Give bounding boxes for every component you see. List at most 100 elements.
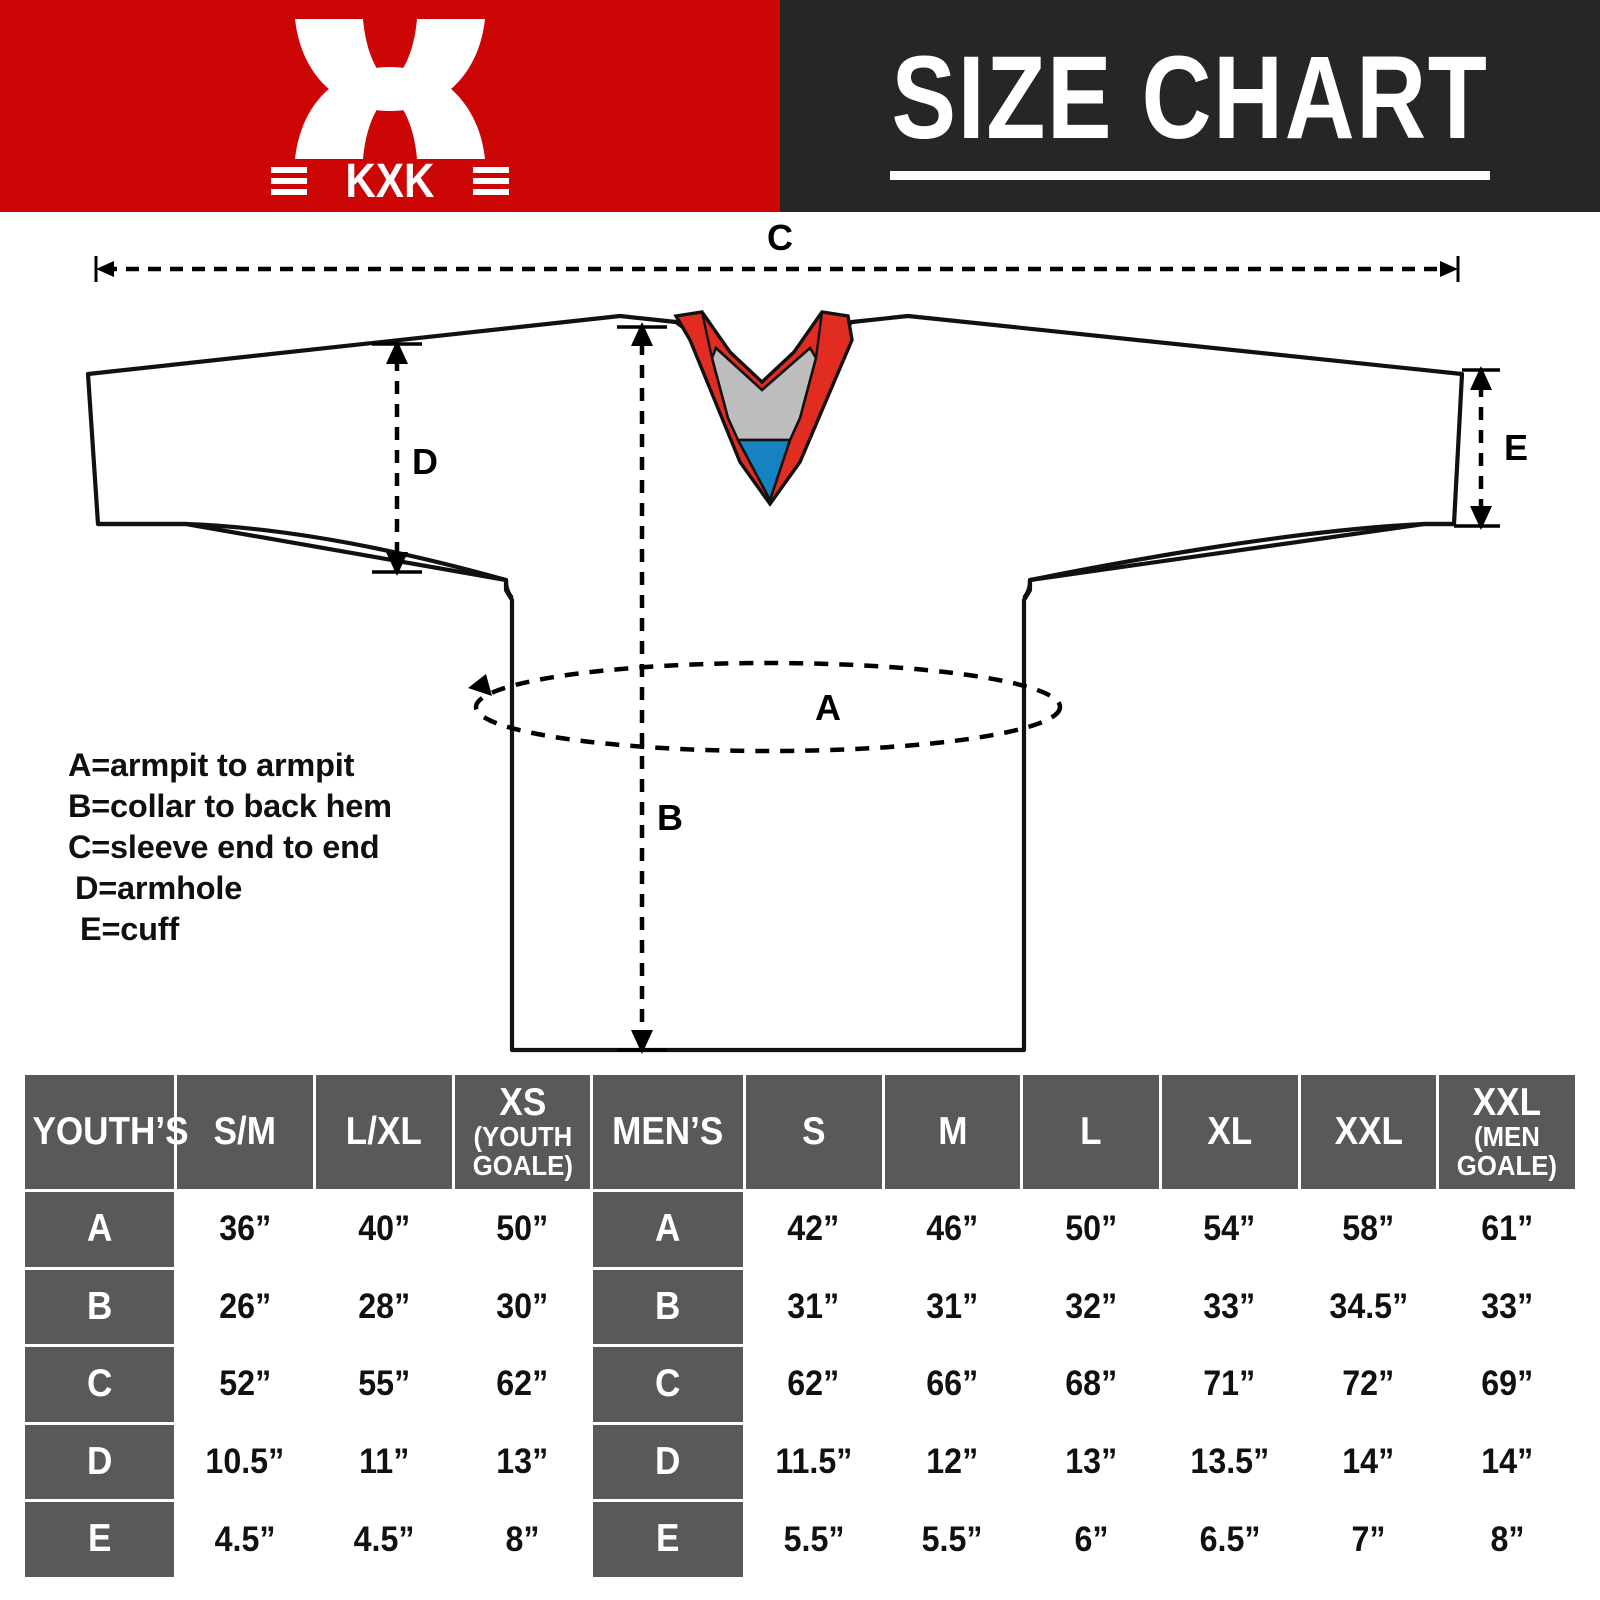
cell-mens-A-4: 58” — [1300, 1191, 1437, 1267]
cell-value: 4.5” — [214, 1519, 276, 1559]
cell-mens-E-5: 8” — [1439, 1502, 1575, 1577]
size-table-wrapper: YOUTH’S S/M L/XL XS (YOUTH GOALE) MEN’S S M L XL XX… — [22, 1072, 1578, 1580]
legend-line-d: D=armhole — [75, 870, 243, 907]
cell-mens-A-0: 42” — [745, 1191, 882, 1267]
cell-value: 4.5” — [353, 1519, 415, 1559]
cell-youth-D-1: 11” — [316, 1424, 452, 1500]
cell-text: E — [87, 1517, 112, 1561]
cell-youth-C-1: 55” — [316, 1347, 452, 1422]
left-side-seam — [503, 579, 514, 600]
legend-line-e: E=cuff — [80, 911, 180, 948]
cell-youth-E-0: 4.5” — [177, 1502, 314, 1577]
cell-value: 62” — [496, 1364, 549, 1404]
column-label: S/M — [214, 1109, 277, 1153]
cell-text: A — [655, 1206, 681, 1250]
row-label-mens-C: C — [593, 1347, 743, 1422]
cell-youth-D-0: 10.5” — [177, 1424, 314, 1500]
row-label-mens-B: B — [593, 1269, 743, 1345]
row-label-youth-A: A — [25, 1191, 175, 1267]
cell-youth-E-1: 4.5” — [316, 1502, 452, 1577]
cell-value: 26” — [219, 1286, 272, 1326]
column-sublabel-line1: (MEN — [1474, 1121, 1540, 1153]
cell-value: 8” — [1490, 1519, 1525, 1559]
cell-value: 11” — [358, 1442, 409, 1482]
cell-value: 10.5” — [205, 1442, 285, 1482]
cell-mens-A-2: 50” — [1023, 1191, 1159, 1267]
header-mens-col-2: L — [1023, 1075, 1159, 1189]
cell-text: MEN’S — [612, 1109, 724, 1153]
dimension-label-a: A — [815, 687, 841, 728]
column-sublabel-line1: (YOUTH — [473, 1121, 572, 1153]
cell-value: 50” — [1065, 1209, 1117, 1249]
cell-mens-E-4: 7” — [1300, 1502, 1437, 1577]
left-underarm-edge — [98, 521, 507, 583]
cell-youth-A-0: 36” — [177, 1191, 314, 1267]
cell-value: 5.5” — [921, 1519, 983, 1559]
row-label-mens-E: E — [593, 1502, 743, 1577]
cell-mens-B-2: 32” — [1023, 1269, 1159, 1345]
cell-youth-E-2: 8” — [454, 1502, 591, 1577]
cell-value: 62” — [787, 1364, 840, 1404]
cell-youth-D-2: 13” — [454, 1424, 591, 1500]
cell-value: 12” — [926, 1442, 979, 1482]
cell-value: 11.5” — [775, 1442, 853, 1482]
cell-value: 40” — [357, 1209, 410, 1249]
dimension-d — [372, 340, 422, 576]
cell-text: D — [87, 1439, 113, 1483]
collar-group — [673, 310, 854, 507]
cell-youth-B-0: 26” — [177, 1269, 314, 1345]
cell-value: 52” — [219, 1364, 272, 1404]
column-label: L/XL — [345, 1109, 422, 1153]
cell-mens-B-4: 34.5” — [1300, 1269, 1437, 1345]
cell-text: B — [87, 1284, 113, 1328]
cell-mens-B-5: 33” — [1439, 1269, 1575, 1345]
cell-mens-C-3: 71” — [1161, 1347, 1298, 1422]
row-label-mens-A: A — [593, 1191, 743, 1267]
cell-mens-E-2: 6” — [1023, 1502, 1159, 1577]
cell-mens-A-5: 61” — [1439, 1191, 1575, 1267]
header-youth-col-0: S/M — [177, 1075, 314, 1189]
cell-mens-C-5: 69” — [1439, 1347, 1575, 1422]
cell-mens-C-4: 72” — [1300, 1347, 1437, 1422]
dimension-c — [94, 256, 1460, 282]
cell-youth-A-1: 40” — [316, 1191, 452, 1267]
cell-mens-D-0: 11.5” — [745, 1424, 882, 1500]
cell-value: 46” — [926, 1209, 979, 1249]
cell-mens-D-5: 14” — [1439, 1424, 1575, 1500]
cell-value: 33” — [1203, 1286, 1256, 1326]
cell-mens-E-3: 6.5” — [1161, 1502, 1298, 1577]
collar-tip — [735, 438, 792, 504]
row-label-youth-B: B — [25, 1269, 175, 1345]
cell-mens-A-3: 54” — [1161, 1191, 1298, 1267]
legend-line-c: C=sleeve end to end — [68, 829, 380, 866]
header-youths: YOUTH’S — [25, 1075, 188, 1189]
dimension-label-c: C — [767, 217, 793, 258]
cell-value: 14” — [1342, 1442, 1395, 1482]
cell-mens-B-3: 33” — [1161, 1269, 1298, 1345]
cell-mens-E-0: 5.5” — [745, 1502, 882, 1577]
header-mens-col-0: S — [745, 1075, 882, 1189]
cell-value: 71” — [1203, 1364, 1256, 1404]
header-mens: MEN’S — [593, 1075, 743, 1189]
cell-value: 66” — [926, 1364, 979, 1404]
page-header: KXK SIZE CHART — [0, 0, 1600, 212]
row-label-mens-D: D — [593, 1424, 743, 1500]
cell-value: 61” — [1481, 1209, 1534, 1249]
cell-value: 14” — [1481, 1442, 1534, 1482]
dimension-label-d: D — [412, 441, 438, 482]
row-label-youth-D: D — [25, 1424, 175, 1500]
column-label: L — [1080, 1109, 1102, 1153]
cell-value: 36” — [219, 1209, 272, 1249]
cell-value: 69” — [1481, 1364, 1534, 1404]
cell-value: 6” — [1073, 1519, 1109, 1559]
table-row: A 36” 40” 50” A 42” 46” 50” 54” 58” 61” — [25, 1191, 1575, 1267]
cell-mens-C-2: 68” — [1023, 1347, 1159, 1422]
measurement-legend: A=armpit to armpit B=collar to back hem … — [68, 745, 498, 951]
cell-mens-D-4: 14” — [1300, 1424, 1437, 1500]
svg-text:KXK: KXK — [345, 153, 434, 201]
cell-mens-D-2: 13” — [1023, 1424, 1159, 1500]
cell-mens-B-1: 31” — [884, 1269, 1021, 1345]
cell-text: E — [656, 1517, 680, 1561]
header-youth-col-2: XS (YOUTH GOALE) — [454, 1075, 591, 1189]
dimension-label-b: B — [657, 797, 683, 838]
